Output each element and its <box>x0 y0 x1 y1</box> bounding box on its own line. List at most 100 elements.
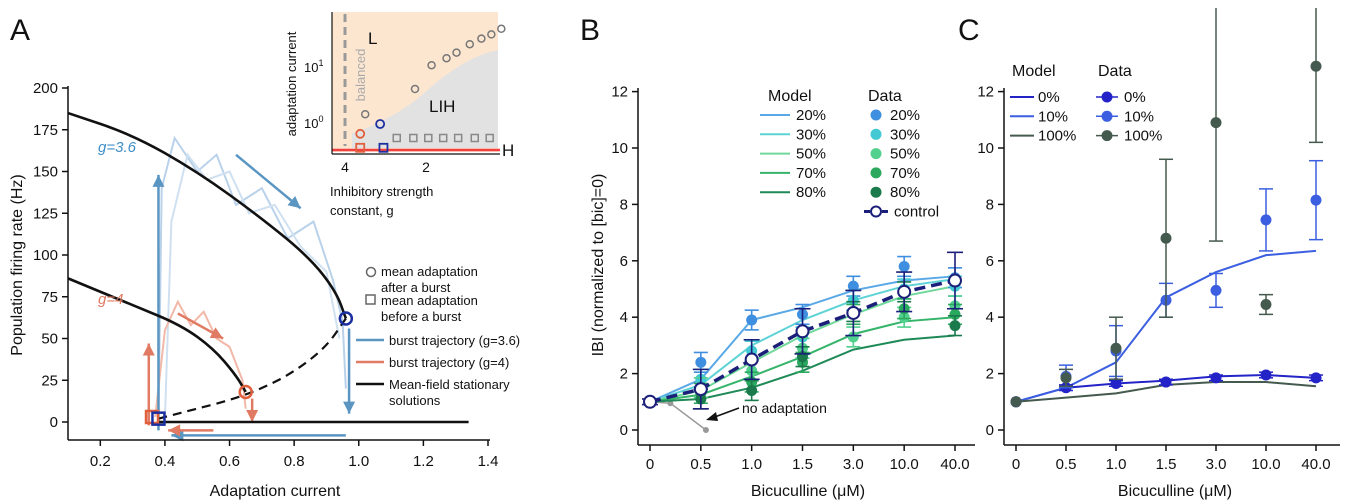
arrow-left-g36-head <box>171 429 184 442</box>
control-point <box>795 324 810 339</box>
data-point-80% <box>949 320 961 332</box>
burst-trajectory-g36 <box>163 152 341 419</box>
arrow-right-g36 <box>235 153 302 210</box>
label-g4: g=4 <box>98 291 123 308</box>
legend-data-marker <box>870 167 882 179</box>
legend-data-marker <box>1101 130 1113 142</box>
xtick-label: 3.0 <box>1206 456 1227 473</box>
panel-a-ytick-label: 0 <box>50 414 58 431</box>
legend-before-burst: mean adaptation before a burst <box>381 293 478 324</box>
legend-burst-g36: burst trajectory (g=3.6) <box>389 333 520 348</box>
inset-circle-marker <box>477 34 486 43</box>
legend-model-label: 10% <box>1038 108 1068 125</box>
legend-data-marker <box>870 148 882 160</box>
inset-xtick-4: 4 <box>341 159 349 175</box>
data-point-0% <box>1260 369 1272 381</box>
legend-data-marker <box>870 186 882 198</box>
knee-marker-g4 <box>238 384 253 400</box>
legend-burst-g4: burst trajectory (g=4) <box>389 355 509 370</box>
inset-circle-marker <box>452 48 461 57</box>
legend-model-label: 30% <box>796 126 826 143</box>
arrow-up-g36-head <box>152 174 165 187</box>
legend-data-marker <box>1101 110 1113 122</box>
control-point <box>693 382 708 397</box>
inset-square-marker <box>392 133 401 143</box>
xtick-label: 1.0 <box>741 456 762 473</box>
stationary-solutions <box>67 111 469 426</box>
legend-data-marker <box>1101 91 1113 103</box>
panel-b-xlabel: Bicuculline (μM) <box>751 483 865 500</box>
inset-square-marker <box>424 133 433 143</box>
legend-data-label: 70% <box>890 165 920 182</box>
panel-a-xtick-label: 0.4 <box>154 453 175 470</box>
inset-markers <box>355 24 506 153</box>
panel-a-axes: 0.2 0.4 0.6 0.8 1.0 1.2 1.4 0 25 50 75 100 125 150 175… <box>33 80 498 470</box>
arrow-up-g4-head <box>142 343 155 356</box>
legend-data-marker <box>870 109 882 121</box>
stable-branch-g4 <box>67 277 247 393</box>
panel-c: 0 0.5 1.0 1.5 3.0 10.0 40.0 0 2 4 6 8 10 12 Model Data 0… <box>977 8 1340 500</box>
no-adaptation-label: no adaptation <box>742 400 827 416</box>
legend-meanfield: Mean-field stationary solutions <box>389 377 510 408</box>
panel-b: 0 0.5 1.0 1.5 3.0 10.0 40.0 0 2 4 6 8 10 12 Model Data 2… <box>590 84 975 500</box>
inset-circle-marker <box>427 60 436 70</box>
panel-a-ytick-label: 150 <box>33 164 58 181</box>
inset-red-circle <box>355 128 366 139</box>
xtick-label: 0 <box>1012 456 1020 473</box>
legend-model-label: 0% <box>1038 89 1060 106</box>
panel-label-a: A <box>10 14 30 47</box>
no-adaptation-point <box>702 427 709 433</box>
panel-a: 0.2 0.4 0.6 0.8 1.0 1.2 1.4 0 25 50 75 100 125 150 175… <box>9 12 520 500</box>
legend-after-burst: mean adaptation after a burst <box>381 264 478 295</box>
legend-data-label: 10% <box>1124 108 1154 125</box>
data-point-100% <box>1310 60 1322 72</box>
data-point-10% <box>1210 284 1222 296</box>
inset-lih-region <box>352 50 498 148</box>
control-point <box>897 284 912 299</box>
ytick-label: 10 <box>977 140 994 157</box>
ytick-label: 0 <box>620 422 628 439</box>
legend-model-label: 70% <box>796 165 826 182</box>
ytick-label: 0 <box>986 422 994 439</box>
ytick-label: 12 <box>611 84 628 101</box>
inset-square-marker <box>470 133 480 143</box>
inset-xlabel-line1: Inhibitory strength <box>330 184 433 199</box>
inset-balanced-label: balanced <box>353 49 368 102</box>
xtick-label: 0.5 <box>1056 456 1077 473</box>
control-point <box>948 273 962 288</box>
data-point-0% <box>1110 377 1122 389</box>
panel-a-xtick-label: 1.4 <box>478 453 499 470</box>
legend-square-marker <box>365 294 376 305</box>
control-point <box>643 394 657 409</box>
square-marker-g36 <box>151 411 166 426</box>
no-adaptation-arrowhead <box>706 412 718 421</box>
inset-circle-marker <box>497 24 506 34</box>
panel-label-c: C <box>958 14 980 47</box>
legend-data-label: 0% <box>1124 89 1146 106</box>
panel-a-ytick-label: 200 <box>33 80 58 97</box>
panel-a-xtick-label: 1.2 <box>413 453 434 470</box>
data-point-0% <box>1160 376 1172 388</box>
stable-branch-g36 <box>67 111 348 319</box>
panel-a-xtick-label: 0.6 <box>219 453 240 470</box>
legend-model-label: 80% <box>796 184 826 201</box>
data-point-100% <box>1010 396 1022 408</box>
inset-xlabel-line2: constant, g <box>330 203 394 218</box>
inset-region-h: H <box>502 141 514 160</box>
inset-circle-marker <box>410 84 420 94</box>
ytick-label: 4 <box>620 309 628 326</box>
xtick-label: 10.0 <box>890 456 919 473</box>
inset-square-marker <box>485 133 494 143</box>
xtick-label: 0 <box>646 456 654 473</box>
legend-title-data: Data <box>1098 63 1132 80</box>
ytick-label: 10 <box>611 140 628 157</box>
panel-a-legend: mean adaptation after a burst mean adapta… <box>356 264 520 408</box>
xtick-label: 3.0 <box>843 456 864 473</box>
inset-circle-marker <box>487 30 496 39</box>
ytick-label: 6 <box>620 253 628 270</box>
inset-square-marker <box>409 133 418 143</box>
ytick-label: 2 <box>986 366 994 383</box>
legend-data-label: 100% <box>1124 128 1162 145</box>
panel-a-xtick-label: 0.2 <box>90 453 111 470</box>
data-point-100% <box>1260 299 1272 311</box>
